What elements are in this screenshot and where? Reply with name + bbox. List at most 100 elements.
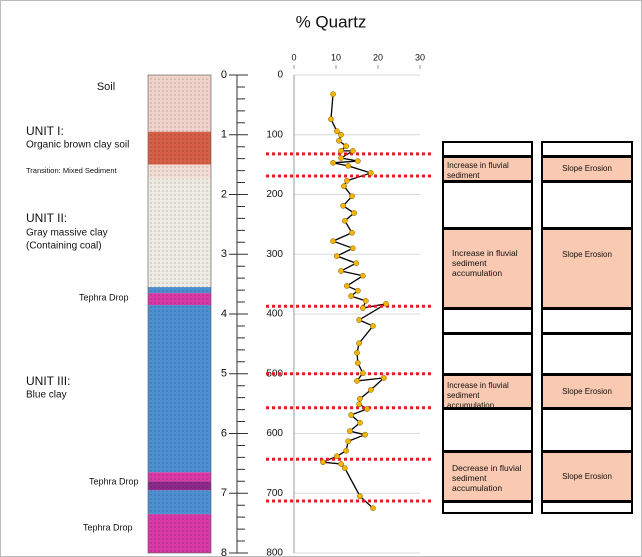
layer-texture (148, 514, 211, 553)
box (442, 333, 533, 375)
y-tick-label: 400 (266, 309, 283, 320)
data-point (360, 305, 366, 311)
data-point (349, 229, 355, 236)
layer-label: UNIT III: (26, 374, 70, 388)
x-tick-label: 30 (415, 52, 425, 62)
y-tick-label: 700 (266, 488, 283, 499)
data-point (343, 447, 349, 454)
data-point (320, 459, 326, 466)
process: Slope Erosion (562, 250, 612, 259)
data-point (338, 268, 344, 274)
data-point (338, 131, 344, 138)
data-point (328, 116, 334, 123)
process: Slope Erosion (562, 471, 612, 481)
data-point (362, 431, 368, 438)
box: Slope Erosion (541, 156, 633, 182)
data-point (354, 158, 361, 164)
data-point (381, 375, 387, 381)
data-point (341, 217, 348, 224)
data-point (344, 177, 350, 184)
data-point (354, 349, 360, 356)
box: Slope Erosion (541, 451, 633, 502)
box: Slope Erosion (541, 228, 633, 309)
y-tick-label: 200 (266, 189, 283, 200)
layer-texture (148, 305, 211, 473)
data-point (362, 298, 369, 304)
y-tick-label: 600 (266, 428, 283, 439)
layer-label: UNIT I: (26, 124, 64, 138)
data-point (370, 323, 376, 329)
box: Increase in fluvial sediment accumulatio… (442, 228, 533, 309)
process: Slope Erosion (562, 164, 612, 173)
box: Increase in fluvial sediment accumulatio… (442, 156, 533, 190)
depth-tick-label: 6 (221, 427, 227, 439)
layer-label: UNIT II: (26, 211, 67, 225)
data-point (368, 170, 374, 176)
data-point (370, 505, 376, 512)
data-point (330, 159, 336, 166)
data-point (333, 453, 340, 460)
data-point (353, 260, 360, 267)
box (442, 308, 533, 334)
box (541, 141, 633, 157)
box (541, 501, 633, 514)
depth-tick-label: 0 (221, 69, 227, 81)
layer-texture (148, 481, 211, 491)
box (442, 408, 533, 452)
depth-tick-label: 8 (221, 547, 227, 556)
box (541, 408, 633, 452)
chart-title: % Quartz (296, 12, 367, 31)
box (442, 501, 533, 514)
data-point (356, 340, 362, 347)
layer-label: Tephra Drop (89, 476, 139, 486)
data-point (345, 162, 352, 169)
layer-texture (148, 131, 211, 165)
box (541, 308, 633, 334)
data-point (341, 183, 347, 189)
box (541, 333, 633, 375)
y-tick-label: 0 (277, 70, 283, 81)
data-point (348, 293, 354, 299)
data-point (360, 370, 366, 377)
x-tick-label: 20 (373, 52, 383, 62)
cause: Increase in fluvial sediment accumulatio… (447, 381, 509, 410)
layer-label: (Containing coal) (26, 241, 102, 252)
process: Slope Erosion (562, 386, 612, 396)
data-point (347, 428, 353, 434)
data-point (357, 493, 363, 500)
column-outline (147, 74, 212, 554)
data-point (383, 300, 389, 307)
data-point (354, 287, 361, 294)
data-point (349, 148, 356, 154)
data-point (357, 395, 363, 402)
data-point (338, 155, 344, 161)
data-point (364, 406, 370, 412)
layer-texture (148, 75, 211, 132)
box (442, 141, 533, 157)
layer-texture (148, 472, 211, 482)
data-point (330, 91, 336, 97)
layer-texture (148, 287, 211, 294)
layer-label: Organic brown clay soil (26, 140, 129, 151)
x-tick-label: 0 (291, 52, 296, 62)
quartz-line (320, 94, 387, 509)
layer-label: Blue clay (26, 390, 67, 401)
layer-texture (148, 490, 211, 515)
data-point (338, 148, 344, 154)
box: Slope Erosion (541, 374, 633, 409)
depth-tick-label: 4 (221, 308, 227, 320)
data-point (360, 272, 366, 279)
data-point (351, 210, 357, 216)
data-point (349, 193, 355, 200)
data-point (357, 419, 363, 426)
y-tick-label: 800 (266, 548, 283, 556)
layer-texture (148, 164, 211, 178)
layer-label: Soil (97, 81, 115, 93)
data-point (368, 387, 374, 393)
data-point (343, 143, 349, 149)
data-point (356, 317, 362, 323)
layer-texture (148, 177, 211, 288)
data-point (340, 203, 346, 209)
